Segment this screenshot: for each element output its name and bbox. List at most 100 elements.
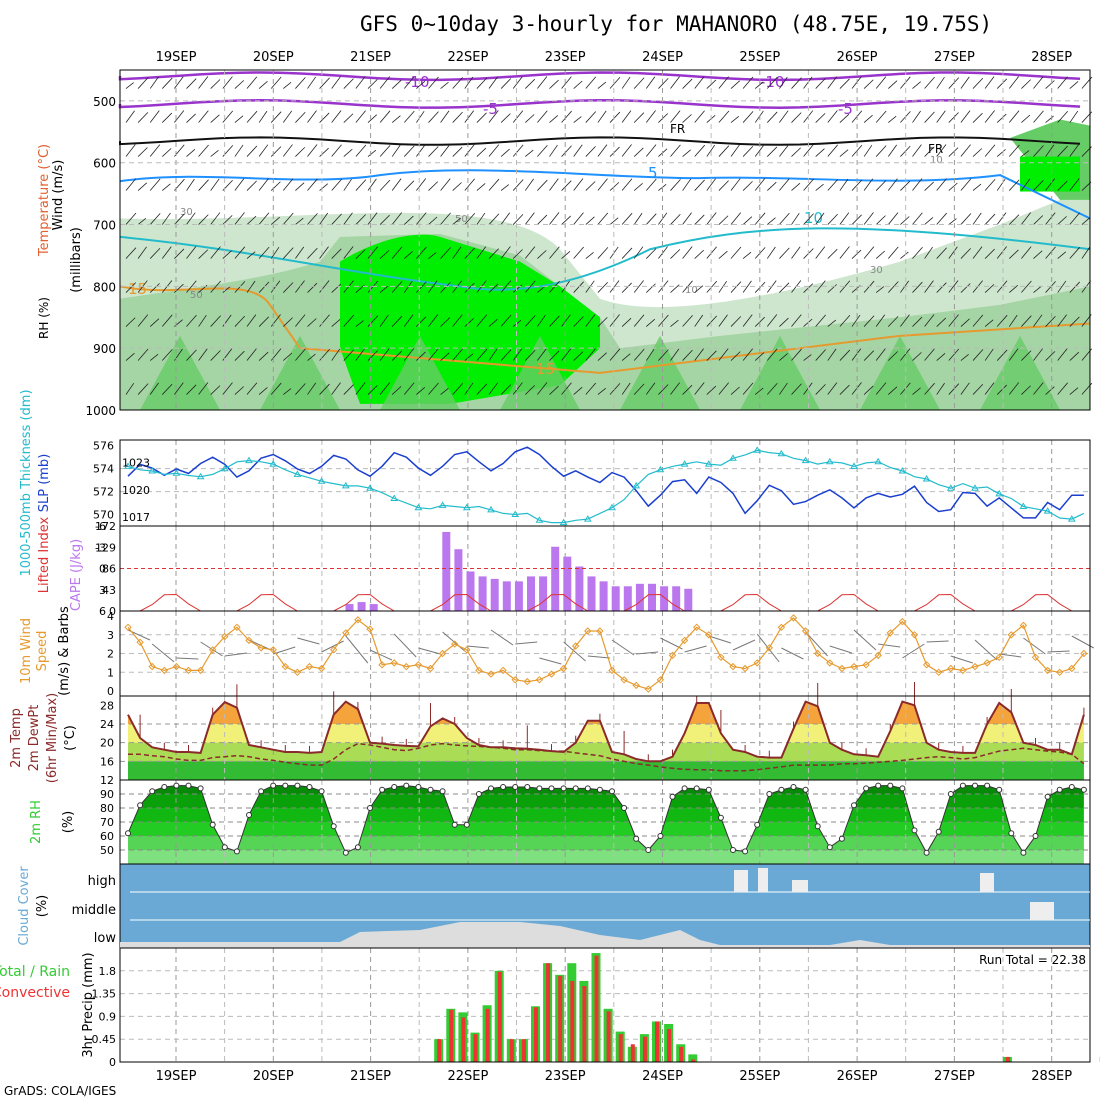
- wind-barb: [851, 214, 862, 225]
- rh-point: [754, 821, 761, 828]
- wind-barb: [636, 651, 659, 655]
- wind-barb: [996, 78, 1008, 89]
- thickness-point: [704, 460, 713, 467]
- li-tick: -6: [95, 520, 106, 533]
- wind-barb: [283, 388, 292, 395]
- wind-barb: [960, 283, 971, 293]
- wind-barb: [537, 145, 548, 157]
- wind-point: [656, 676, 665, 684]
- wind-barb: [742, 111, 754, 123]
- rh-point: [1032, 833, 1039, 839]
- wind-point: [717, 653, 725, 662]
- wind-barb: [585, 111, 597, 123]
- wind-barb: [803, 178, 814, 191]
- rh-point: [463, 821, 470, 828]
- wind-barb: [500, 113, 511, 123]
- thickness-tick: 576: [93, 440, 114, 453]
- convective-bar: [485, 1008, 490, 1062]
- rh-point: [645, 847, 652, 853]
- rh-point: [814, 823, 821, 830]
- thickness-axis-label: 1000-500mb Thickness (dm): [19, 389, 34, 576]
- temp-contour-10: [119, 227, 1091, 291]
- wind-barb: [645, 76, 656, 89]
- wind-barb: [803, 144, 814, 157]
- wind-barb: [694, 382, 705, 395]
- wind-barb: [878, 643, 901, 648]
- rh-band: [128, 822, 1084, 836]
- thickness-point: [1067, 515, 1076, 522]
- rh-point: [488, 785, 494, 792]
- cloud-high-block: [734, 870, 748, 892]
- wind-point: [269, 646, 277, 654]
- wind-barb: [972, 314, 984, 327]
- wind-barb: [428, 314, 439, 327]
- wind-barb: [1021, 280, 1032, 293]
- wind-barb: [573, 212, 584, 225]
- wind-barb: [815, 384, 826, 395]
- wind-barb: [464, 213, 476, 225]
- wind-barb: [295, 348, 306, 361]
- wind-barb: [440, 282, 451, 293]
- wind-barb: [718, 76, 729, 89]
- precip-tick: 0: [109, 1056, 116, 1069]
- rh-point: [596, 786, 603, 793]
- rh-point: [657, 833, 664, 839]
- wind-tick: 2: [107, 648, 114, 661]
- wind-barb: [682, 315, 693, 327]
- wind-barb: [1021, 350, 1032, 361]
- wind-barb: [839, 246, 850, 259]
- wind-point: [813, 649, 822, 658]
- wind-barb: [573, 80, 583, 89]
- wind-barb: [391, 350, 402, 361]
- rh-point: [403, 782, 410, 789]
- wind-barb: [125, 247, 137, 259]
- wind-barb: [996, 314, 1008, 327]
- temp-tick: 28: [100, 699, 114, 712]
- wind-barb: [633, 314, 645, 327]
- wind-barb: [234, 386, 244, 395]
- wind-point: [644, 685, 653, 693]
- wind-barb: [779, 178, 790, 191]
- wind-barb: [888, 80, 898, 89]
- wind-point: [789, 614, 798, 622]
- rh-point: [209, 821, 216, 828]
- wind-point: [934, 668, 943, 677]
- rh-point: [984, 782, 991, 789]
- wind-barb: [537, 76, 548, 89]
- wind-barb: [1057, 111, 1068, 123]
- wind-barb: [331, 213, 342, 225]
- cape-axis-label: CAPE (J/kg): [69, 539, 84, 611]
- wind-barb: [367, 149, 377, 157]
- wind-barb: [464, 282, 475, 293]
- wind-barb: [512, 179, 524, 191]
- wind-barb: [960, 76, 970, 89]
- wind-barb: [452, 383, 463, 395]
- wind-barb: [258, 81, 268, 89]
- wind-barb: [779, 353, 788, 361]
- wind-point: [971, 662, 979, 671]
- wind-barb: [573, 246, 584, 259]
- rh-point: [972, 782, 978, 789]
- wind-barb: [791, 314, 802, 327]
- convective-bar: [570, 980, 575, 1062]
- rh-point: [451, 821, 458, 828]
- wind-barb: [186, 384, 197, 395]
- wind-barb: [561, 110, 572, 123]
- wind-barb: [452, 348, 463, 361]
- wind-barb: [779, 76, 788, 89]
- wind-barb: [210, 246, 221, 259]
- wind-barb: [936, 247, 947, 259]
- wind-barb: [851, 249, 862, 259]
- wind-barb: [391, 79, 402, 89]
- legend-rain: Total / Rain: [0, 964, 70, 980]
- convective-bar: [1005, 1056, 1010, 1062]
- rh-point: [415, 784, 422, 790]
- wind-barb: [307, 353, 316, 361]
- wind-barb: [779, 212, 790, 225]
- wind-barb: [948, 218, 957, 225]
- wind-barb: [791, 383, 802, 395]
- wind-barb: [684, 645, 707, 653]
- wind-point: [208, 646, 217, 654]
- wind-barb: [404, 251, 413, 259]
- wind-barb: [936, 212, 947, 225]
